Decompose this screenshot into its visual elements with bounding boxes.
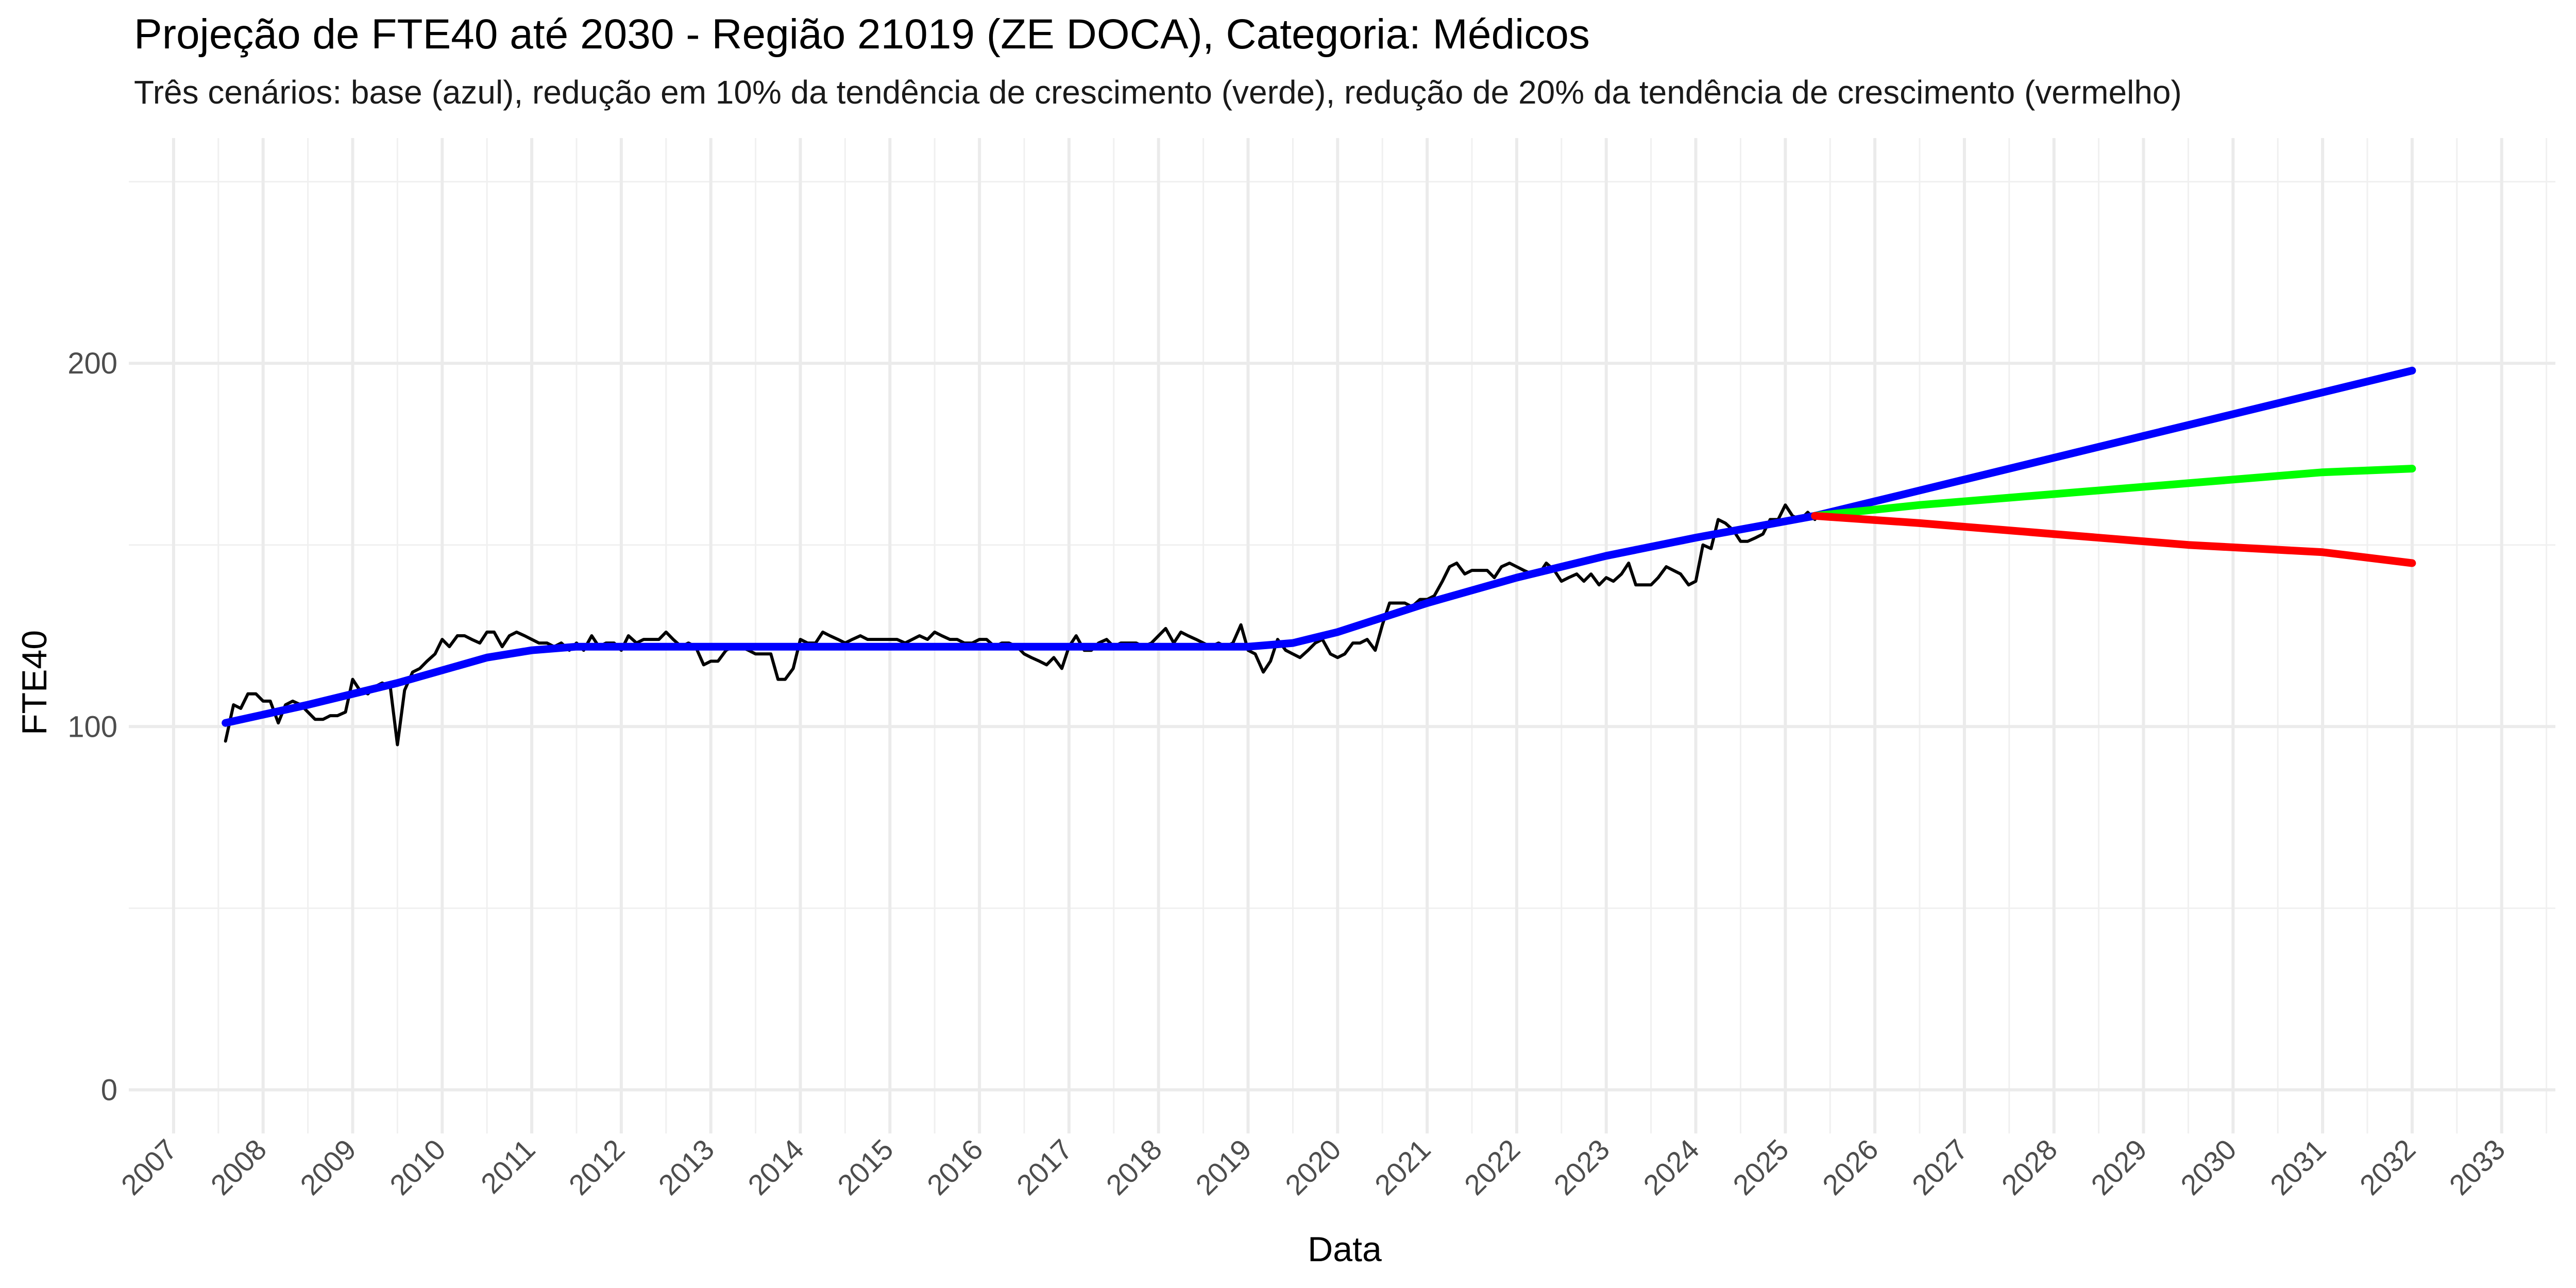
y-tick-label: 200: [67, 347, 117, 380]
x-tick-label: 2014: [741, 1133, 810, 1201]
y-axis-label: FTE40: [15, 630, 54, 735]
x-tick-label: 2028: [1995, 1133, 2064, 1201]
series-line-1: [222, 366, 2416, 727]
x-tick-label: 2023: [1548, 1133, 1616, 1201]
series-layer: [222, 366, 2416, 747]
x-tick-label: 2033: [2443, 1133, 2512, 1201]
x-tick-label: 2019: [1189, 1133, 1258, 1201]
x-tick-label: 2031: [2264, 1133, 2332, 1201]
x-tick-label: 2022: [1458, 1133, 1527, 1201]
x-tick-label: 2017: [1010, 1133, 1079, 1201]
x-tick-label: 2024: [1637, 1133, 1705, 1201]
x-tick-label: 2010: [383, 1133, 452, 1201]
series-line-0: [224, 503, 1817, 747]
x-tick-label: 2012: [563, 1133, 631, 1201]
x-tick-label: 2011: [474, 1133, 541, 1200]
y-axis-ticks: 0 100 200: [67, 347, 117, 1107]
y-tick-label: 0: [101, 1073, 117, 1107]
series-line-2: [1811, 465, 2416, 520]
major-gridlines: [129, 138, 2555, 1133]
x-tick-label: 2018: [1100, 1133, 1168, 1201]
x-tick-label: 2021: [1368, 1133, 1437, 1201]
x-tick-label: 2030: [2174, 1133, 2243, 1201]
x-tick-label: 2027: [1906, 1133, 1974, 1201]
chart-subtitle: Três cenários: base (azul), redução em 1…: [134, 74, 2182, 111]
x-tick-label: 2026: [1816, 1133, 1885, 1201]
x-tick-label: 2008: [205, 1133, 273, 1201]
x-tick-label: 2013: [652, 1133, 721, 1201]
x-tick-label: 2029: [2084, 1133, 2153, 1201]
x-tick-label: 2032: [2353, 1133, 2422, 1201]
x-tick-label: 2020: [1279, 1133, 1347, 1201]
x-axis-label: Data: [1308, 1230, 1382, 1269]
x-tick-label: 2009: [294, 1133, 362, 1201]
minor-gridlines: [129, 138, 2555, 1133]
x-axis-ticks: 2007 2008 2009 2010 2011 2012 2013 2014 2015 2016…: [115, 1133, 2511, 1201]
x-tick-label: 2007: [115, 1133, 183, 1201]
chart-title: Projeção de FTE40 até 2030 - Região 2101…: [134, 11, 1590, 58]
x-tick-label: 2025: [1726, 1133, 1795, 1201]
x-tick-label: 2015: [831, 1133, 900, 1201]
x-tick-label: 2016: [921, 1133, 989, 1201]
y-tick-label: 100: [67, 710, 117, 743]
series-line-3: [1811, 512, 2416, 567]
